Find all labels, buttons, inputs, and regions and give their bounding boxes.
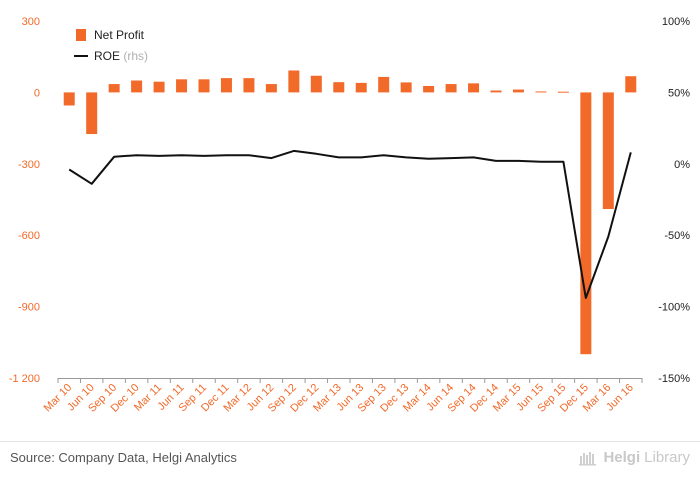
brand-name-part1: Helgi [603, 449, 641, 466]
roe-line-path[interactable] [68, 149, 632, 299]
net-profit-bar[interactable] [108, 84, 120, 93]
right-axis-tick-label: 100% [662, 16, 690, 28]
left-axis-tick-label: 0 [34, 87, 40, 99]
net-profit-bar[interactable] [557, 91, 569, 93]
net-profit-bar[interactable] [310, 75, 322, 93]
net-profit-bar[interactable] [423, 85, 435, 93]
net-profit-bar[interactable] [198, 79, 210, 93]
right-axis: 100% 50% 0% -50% -100% -150% [658, 16, 690, 385]
roe-line [68, 149, 632, 299]
left-axis-tick-label: -900 [18, 302, 40, 314]
net-profit-bar[interactable] [355, 82, 367, 93]
net-profit-bar[interactable] [602, 92, 614, 210]
left-axis-tick-label: 300 [22, 16, 40, 28]
legend-label-net-profit[interactable]: Net Profit [94, 28, 145, 42]
net-profit-bar[interactable] [288, 70, 300, 93]
net-profit-bar[interactable] [490, 90, 502, 93]
net-profit-bar[interactable] [243, 78, 255, 93]
footer-divider [0, 441, 700, 442]
net-profit-bar[interactable] [176, 79, 188, 93]
net-profit-bar[interactable] [265, 84, 277, 93]
brand-logo: Helgi Library [579, 449, 690, 466]
right-axis-tick-label: -100% [658, 302, 690, 314]
legend[interactable]: Net Profit ROE (rhs) [74, 28, 148, 63]
net-profit-bar[interactable] [86, 92, 98, 135]
left-axis-tick-label: -600 [18, 230, 40, 242]
net-profit-bar[interactable] [400, 82, 412, 93]
right-axis-tick-label: 50% [668, 87, 690, 99]
net-profit-bar[interactable] [468, 83, 480, 93]
source-note: Source: Company Data, Helgi Analytics [10, 450, 237, 465]
net-profit-bars [63, 70, 637, 355]
legend-label-roe[interactable]: ROE (rhs) [94, 49, 148, 63]
legend-swatch-net-profit [76, 29, 86, 41]
net-profit-bar[interactable] [333, 82, 345, 93]
net-profit-bar[interactable] [220, 78, 232, 93]
net-profit-bar[interactable] [512, 89, 524, 93]
net-profit-bar[interactable] [625, 76, 637, 93]
legend-label-roe-suffix: (rhs) [123, 49, 148, 63]
net-profit-bar[interactable] [535, 91, 547, 93]
brand-name-part2: Library [644, 449, 690, 466]
net-profit-bar[interactable] [153, 81, 165, 93]
net-profit-bar[interactable] [580, 92, 592, 355]
right-axis-tick-label: 0% [674, 159, 690, 171]
left-axis: 300 0 -300 -600 -900 -1 200 [9, 16, 40, 385]
left-axis-tick-label: -300 [18, 159, 40, 171]
left-axis-tick-label: -1 200 [9, 373, 40, 385]
net-profit-bar[interactable] [131, 80, 143, 93]
right-axis-tick-label: -150% [658, 373, 690, 385]
net-profit-bar[interactable] [378, 76, 390, 93]
library-icon [579, 451, 597, 465]
right-axis-tick-label: -50% [664, 230, 690, 242]
net-profit-bar[interactable] [445, 84, 457, 93]
net-profit-bar[interactable] [63, 92, 75, 106]
